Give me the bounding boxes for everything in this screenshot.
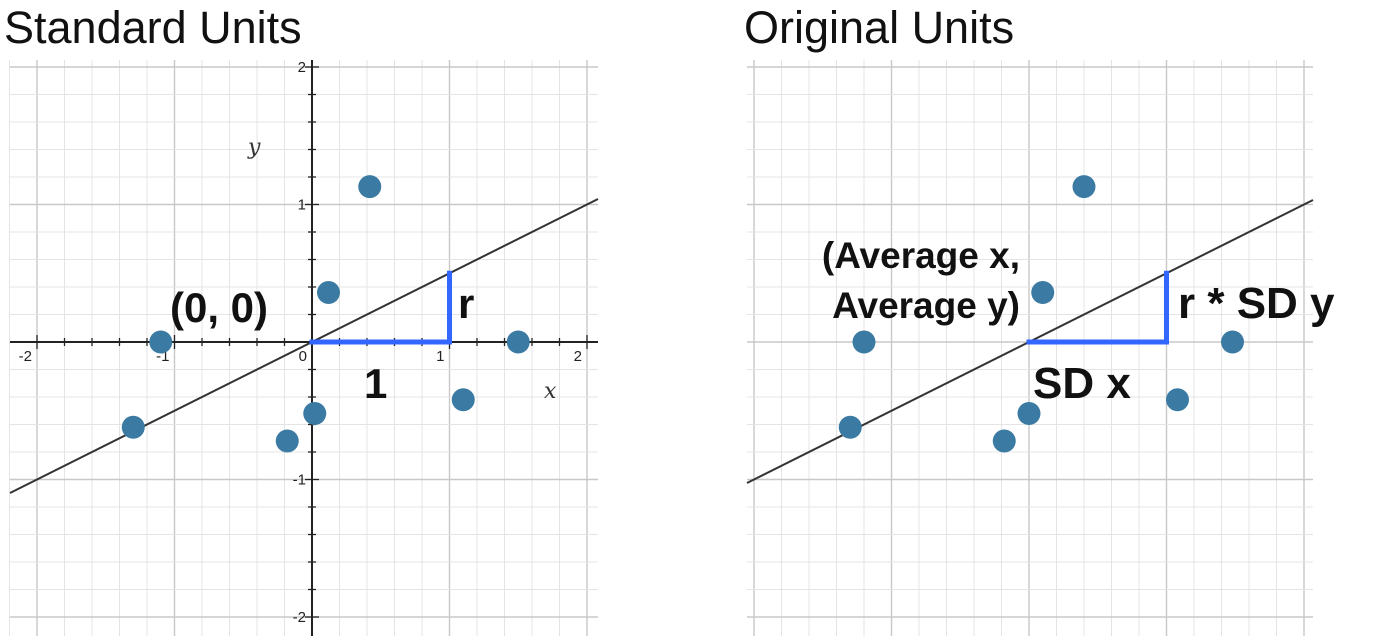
y-tick-label: -2 [293, 609, 306, 626]
r-sd-y-label: r * SD y [1178, 279, 1335, 328]
data-point [838, 415, 862, 439]
data-point [1017, 402, 1041, 425]
rise-label: r [458, 280, 474, 327]
data-point [451, 388, 475, 412]
data-point [506, 330, 530, 354]
right-panel-title: Original Units [744, 2, 1015, 53]
data-point [317, 281, 340, 304]
y-axis-label: y [247, 135, 261, 160]
y-tick-label: 2 [298, 59, 306, 76]
data-point [275, 429, 299, 453]
regression-line [9, 198, 599, 494]
data-point [1031, 281, 1055, 304]
left-slope-triangle [309, 270, 452, 345]
data-point [1221, 330, 1244, 354]
data-point [303, 402, 327, 425]
data-point [121, 415, 145, 439]
x-tick-label: -2 [19, 348, 32, 365]
y-tick-label: 1 [298, 197, 306, 214]
average-y-label: Average y) [832, 285, 1020, 326]
data-point [1072, 175, 1096, 199]
x-tick-label: 1 [436, 348, 444, 365]
data-point [358, 175, 382, 199]
right-points [838, 175, 1244, 453]
left-regression-line [9, 198, 599, 494]
average-x-label: (Average x, [822, 235, 1020, 276]
data-point [149, 330, 173, 354]
x-tick-label: 2 [574, 348, 582, 365]
left-points [121, 175, 530, 453]
left-tick-labels: -2 -1 0 1 221-1-2 [19, 59, 582, 626]
y-tick-label: -1 [293, 472, 306, 489]
x-tick-label: 0 [299, 348, 307, 365]
right-slope-triangle [1026, 270, 1169, 345]
origin-label: (0, 0) [170, 284, 268, 331]
data-point [852, 330, 876, 354]
right-grid [747, 60, 1313, 636]
sd-x-label: SD x [1033, 359, 1131, 408]
data-point [1166, 388, 1189, 412]
data-point [992, 429, 1016, 453]
run-label: 1 [364, 360, 387, 407]
left-panel-title: Standard Units [4, 2, 302, 53]
x-axis-label: x [544, 379, 557, 404]
